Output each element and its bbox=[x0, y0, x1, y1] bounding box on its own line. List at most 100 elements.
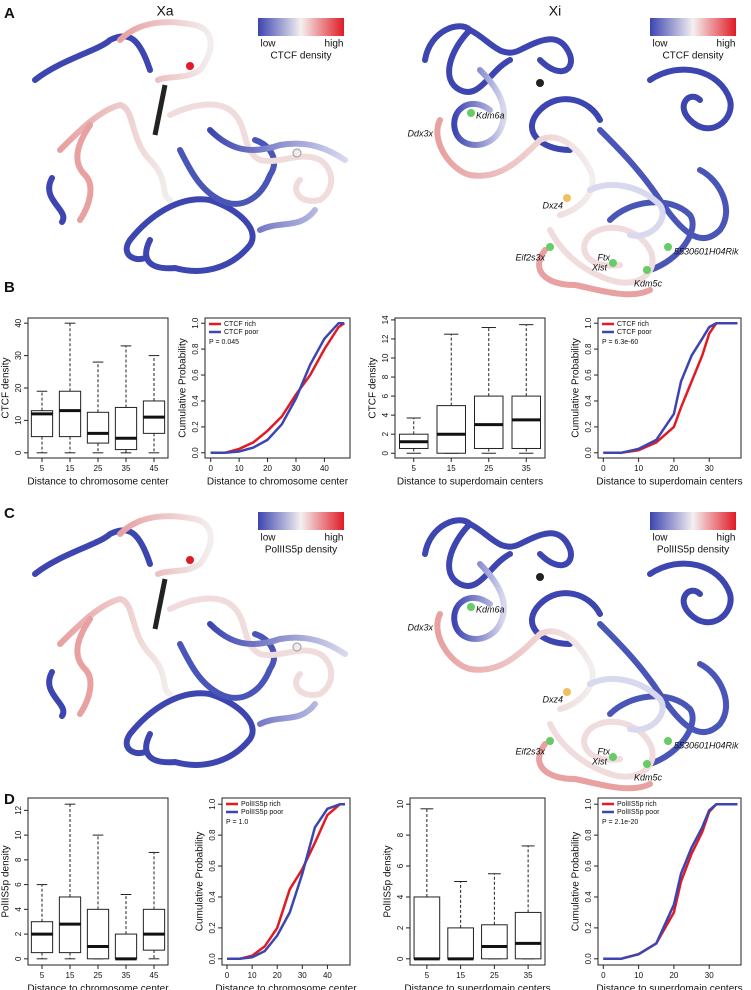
x-tick-label: 30 bbox=[705, 971, 714, 980]
legend-label: PolIIS5p poor bbox=[241, 809, 284, 816]
box bbox=[413, 896, 441, 960]
x-tick-label: 20 bbox=[273, 971, 282, 980]
y-tick-label: 4 bbox=[381, 412, 390, 417]
y-tick-label: 1.0 bbox=[208, 798, 217, 810]
x-tick-label: 20 bbox=[263, 464, 272, 473]
gene-label: 5530601H04Rik bbox=[674, 246, 739, 256]
colorbar-low: low bbox=[260, 533, 276, 544]
y-tick-label: 2 bbox=[396, 925, 405, 930]
x-tick-label: 30 bbox=[292, 464, 301, 473]
y-axis-label: Cumulative Probability bbox=[571, 338, 582, 438]
y-tick-label: 1.0 bbox=[191, 317, 200, 329]
x-tick-label: 25 bbox=[484, 464, 493, 473]
y-tick-label: 0.4 bbox=[584, 891, 593, 903]
y-tick-label: 0.2 bbox=[208, 922, 217, 934]
y-tick-label: 14 bbox=[381, 315, 390, 324]
box bbox=[474, 395, 504, 449]
y-tick-label: 0.0 bbox=[191, 447, 200, 459]
p-value: P = 1.0 bbox=[226, 819, 248, 826]
colorbar-low: low bbox=[652, 39, 668, 50]
box bbox=[447, 927, 474, 960]
y-tick-label: 2 bbox=[14, 931, 23, 936]
gene-label: Kdm6a bbox=[476, 604, 505, 614]
colorbar bbox=[258, 512, 344, 530]
y-axis-label: CTCF density bbox=[1, 357, 12, 418]
y-tick-label: 10 bbox=[396, 799, 405, 808]
y-tick-label: 0.0 bbox=[584, 953, 593, 965]
plot-frame bbox=[394, 317, 546, 459]
panel-label: D bbox=[4, 791, 15, 808]
x-tick-label: 15 bbox=[447, 464, 456, 473]
y-tick-label: 8 bbox=[396, 832, 405, 837]
box bbox=[58, 390, 82, 438]
x-tick-label: 45 bbox=[150, 464, 159, 473]
y-tick-label: 10 bbox=[14, 415, 23, 424]
colorbar-title: PolIIS5p density bbox=[265, 545, 337, 556]
y-axis-label: PolIIS5p density bbox=[1, 845, 12, 917]
x-tick-label: 10 bbox=[634, 971, 643, 980]
y-tick-label: 0.8 bbox=[208, 829, 217, 841]
colorbar-title: PolIIS5p density bbox=[657, 545, 729, 556]
y-tick-label: 12 bbox=[14, 805, 23, 814]
y-tick-label: 0 bbox=[381, 450, 390, 455]
colorbar bbox=[650, 512, 736, 530]
x-tick-label: 35 bbox=[122, 464, 131, 473]
box bbox=[30, 410, 54, 438]
y-tick-label: 0.2 bbox=[191, 421, 200, 433]
x-tick-label: 15 bbox=[456, 971, 465, 980]
y-axis-label: Cumulative Probability bbox=[571, 832, 582, 932]
colorbar-low: low bbox=[652, 533, 668, 544]
legend-label: PolIIS5p rich bbox=[617, 801, 657, 808]
y-axis-label: CTCF density bbox=[368, 357, 379, 418]
x-axis-label: Distance to chromosome center bbox=[207, 477, 349, 488]
column-title: Xa bbox=[156, 3, 173, 19]
y-tick-label: 4 bbox=[396, 894, 405, 899]
box bbox=[142, 908, 166, 951]
gene-label: Eif2s3x bbox=[515, 252, 545, 262]
cdf-line bbox=[603, 321, 738, 455]
cdf-line bbox=[210, 322, 346, 455]
y-tick-label: 20 bbox=[14, 383, 23, 392]
x-axis-label: Distance to chromosome center bbox=[215, 984, 357, 990]
gene-label: Kdm5c bbox=[634, 772, 663, 782]
plot-frame bbox=[597, 317, 742, 459]
colorbar bbox=[258, 18, 344, 36]
legend-label: CTCF rich bbox=[617, 321, 649, 328]
x-tick-label: 40 bbox=[323, 971, 332, 980]
x-tick-label: 5 bbox=[412, 464, 417, 473]
gene-label: Ftx bbox=[598, 252, 611, 262]
x-tick-label: 10 bbox=[248, 971, 257, 980]
x-axis-label: Distance to superdomain centers bbox=[397, 477, 543, 488]
gene-label: Ddx3x bbox=[407, 128, 433, 138]
panel-label: B bbox=[4, 279, 15, 296]
legend-label: PolIIS5p poor bbox=[617, 809, 660, 816]
legend-label: CTCF rich bbox=[224, 321, 256, 328]
x-tick-label: 10 bbox=[634, 464, 643, 473]
box bbox=[30, 921, 54, 954]
gene-label: Kdm5c bbox=[634, 278, 663, 288]
panel-label: C bbox=[4, 505, 15, 522]
x-tick-label: 5 bbox=[40, 971, 45, 980]
y-tick-label: 2 bbox=[381, 431, 390, 436]
cdf-line bbox=[227, 802, 345, 961]
colorbar bbox=[650, 18, 736, 36]
y-tick-label: 6 bbox=[14, 882, 23, 887]
y-tick-label: 10 bbox=[14, 830, 23, 839]
p-value: P = 0.045 bbox=[209, 339, 239, 346]
y-tick-label: 8 bbox=[381, 374, 390, 379]
y-tick-label: 0 bbox=[14, 450, 23, 455]
y-tick-label: 0.6 bbox=[584, 860, 593, 872]
x-tick-label: 30 bbox=[705, 464, 714, 473]
panel-label: A bbox=[4, 5, 15, 22]
x-tick-label: 25 bbox=[94, 464, 103, 473]
y-tick-label: 1.0 bbox=[584, 798, 593, 810]
gene-label: Ddx3x bbox=[407, 622, 433, 632]
box bbox=[514, 911, 542, 960]
box bbox=[86, 411, 110, 444]
x-tick-label: 35 bbox=[122, 971, 131, 980]
cdf-line bbox=[210, 321, 345, 455]
box bbox=[114, 406, 138, 451]
box bbox=[114, 933, 138, 960]
x-tick-label: 35 bbox=[522, 464, 531, 473]
gene-label: Dxz4 bbox=[542, 694, 563, 704]
